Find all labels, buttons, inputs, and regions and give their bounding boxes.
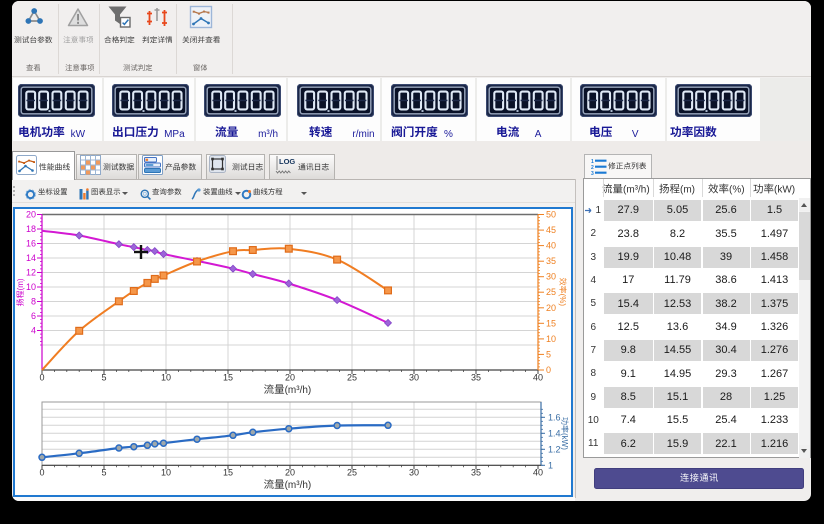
svg-text:16: 16	[26, 239, 36, 249]
svg-text:40: 40	[533, 373, 543, 383]
svg-text:(m): (m)	[680, 184, 695, 195]
svg-text:0: 0	[546, 365, 551, 375]
svg-text:35: 35	[471, 467, 481, 477]
svg-text:25: 25	[347, 373, 357, 383]
svg-text:5: 5	[101, 467, 106, 477]
svg-text:45: 45	[546, 225, 556, 235]
svg-text:35: 35	[471, 373, 481, 383]
svg-text:1: 1	[591, 159, 594, 165]
svg-text:40: 40	[546, 241, 556, 251]
svg-text:LOG: LOG	[279, 157, 295, 166]
svg-text:35: 35	[546, 256, 556, 266]
svg-text:50: 50	[546, 210, 556, 220]
svg-text:(%): (%)	[558, 294, 567, 307]
svg-text:20: 20	[285, 467, 295, 477]
svg-text:(m³/h): (m³/h)	[623, 184, 650, 195]
svg-text:40: 40	[533, 467, 543, 477]
svg-text:25: 25	[347, 467, 357, 477]
svg-text:0: 0	[39, 373, 44, 383]
svg-text:25: 25	[546, 287, 556, 297]
svg-text:30: 30	[546, 272, 556, 282]
svg-text:20: 20	[26, 210, 36, 220]
svg-text:10: 10	[26, 282, 36, 292]
svg-text:10: 10	[546, 334, 556, 344]
svg-text:(m³/h): (m³/h)	[285, 480, 312, 491]
svg-text:(kW): (kW)	[774, 184, 795, 195]
svg-text:15: 15	[223, 467, 233, 477]
svg-text:5: 5	[546, 349, 551, 359]
svg-text:18: 18	[26, 224, 36, 234]
svg-text:2: 2	[591, 165, 594, 171]
svg-text:4: 4	[31, 326, 36, 336]
svg-text:30: 30	[409, 467, 419, 477]
svg-text:15: 15	[223, 373, 233, 383]
svg-text:(%): (%)	[729, 184, 745, 195]
svg-text:20: 20	[546, 303, 556, 313]
svg-text:20: 20	[285, 373, 295, 383]
svg-text:8: 8	[31, 297, 36, 307]
svg-text:3: 3	[591, 171, 594, 175]
svg-text:14: 14	[26, 253, 36, 263]
svg-text:1.4: 1.4	[548, 428, 561, 438]
svg-text:(kW): (kW)	[560, 433, 569, 450]
svg-text:(m³/h): (m³/h)	[285, 385, 312, 396]
svg-text:0: 0	[39, 467, 44, 477]
svg-text:1.2: 1.2	[548, 444, 561, 454]
svg-text:6: 6	[31, 311, 36, 321]
svg-text:30: 30	[409, 373, 419, 383]
svg-text:10: 10	[161, 467, 171, 477]
svg-text:12: 12	[26, 268, 36, 278]
svg-text:15: 15	[546, 318, 556, 328]
svg-text:1.6: 1.6	[548, 412, 561, 422]
svg-text:5: 5	[101, 373, 106, 383]
svg-text:10: 10	[161, 373, 171, 383]
svg-text:(m): (m)	[16, 278, 25, 290]
svg-text:1: 1	[548, 460, 553, 470]
